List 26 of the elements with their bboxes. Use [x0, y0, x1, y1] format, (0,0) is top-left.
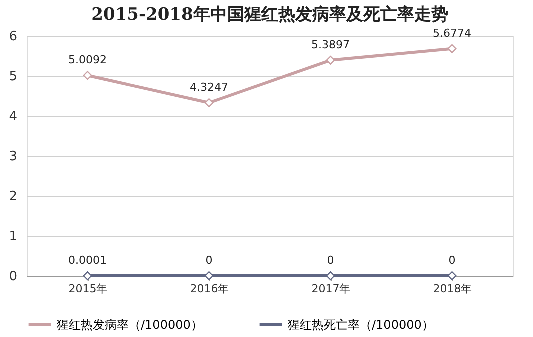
point	[326, 56, 336, 65]
y-tick-label: 1	[9, 230, 18, 244]
chart-title: 2015-2018年中国猩红热发病率及死亡率走势	[92, 4, 448, 25]
x-tick-label: 2017年	[312, 282, 351, 296]
point	[83, 71, 92, 80]
y-tick-label: 2	[9, 190, 18, 204]
data-label: 0.0001	[68, 254, 107, 267]
data-label: 4.3247	[190, 81, 228, 94]
data-label: 5.0092	[68, 54, 107, 67]
data-label: 0	[448, 254, 456, 267]
y-tick-label: 4	[9, 110, 18, 124]
y-tick-label: 6	[9, 30, 18, 44]
data-label: 0	[206, 254, 213, 267]
legend-label: 猩红热发病率（/100000）	[57, 318, 203, 332]
y-tick-label: 5	[9, 70, 18, 84]
x-tick-label: 2018年	[433, 282, 472, 296]
data-label: 5.3897	[312, 38, 350, 52]
legend-label: 猩红热死亡率（/100000）	[288, 318, 434, 332]
point	[448, 44, 457, 54]
data-label: 0	[327, 254, 334, 267]
y-tick-label: 3	[9, 150, 18, 164]
y-tick-label: 0	[9, 270, 18, 284]
x-tick-label: 2015年	[68, 282, 108, 296]
x-tick-label: 2016年	[190, 282, 230, 296]
data-label: 5.6774	[433, 26, 472, 40]
point	[204, 98, 214, 108]
